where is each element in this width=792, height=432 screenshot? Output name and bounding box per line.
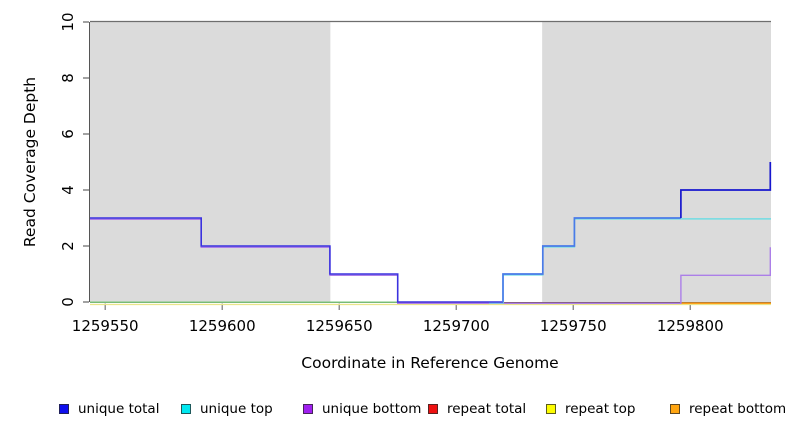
legend-swatch-icon	[181, 404, 191, 414]
legend-item-repeat-top: repeat top	[546, 400, 635, 418]
y-axis-title: Read Coverage Depth	[21, 77, 39, 247]
x-tick-label: 1259550	[72, 317, 139, 335]
unique-total-line-left	[90, 217, 503, 303]
y-tick-label: 6	[59, 129, 77, 139]
plot-area: 1259550 1259600 1259650 1259700 1259750 12598…	[59, 12, 772, 335]
x-tick-label: 1259600	[189, 317, 256, 335]
shaded-region	[90, 22, 331, 302]
x-tick-label: 1259750	[540, 317, 607, 335]
legend-label: repeat total	[447, 401, 527, 417]
x-axis-title: Coordinate in Reference Genome	[301, 354, 558, 372]
legend-label: unique top	[200, 401, 273, 417]
legend-label: unique total	[78, 401, 160, 417]
shaded-region	[542, 22, 771, 302]
y-tick-label: 0	[59, 297, 77, 307]
legend-label: repeat top	[565, 401, 636, 417]
legend-label: repeat bottom	[689, 401, 787, 417]
x-tick-label: 1259800	[657, 317, 724, 335]
legend-item-unique-total: unique total	[59, 400, 159, 418]
x-tick-label: 1259700	[423, 317, 490, 335]
legend-item-unique-bottom: unique bottom	[303, 400, 421, 418]
unique-total-line-right	[680, 162, 772, 218]
legend-label: unique bottom	[322, 401, 422, 417]
legend-item-unique-top: unique top	[181, 400, 273, 418]
x-tick-label: 1259650	[306, 317, 373, 335]
y-tick-label: 4	[59, 185, 77, 195]
legend-swatch-icon	[546, 404, 556, 414]
legend: unique total unique top unique bottom repea…	[0, 400, 792, 422]
legend-swatch-icon	[59, 404, 69, 414]
y-tick-label: 8	[59, 73, 77, 83]
legend-item-repeat-bottom: repeat bottom	[670, 400, 786, 418]
legend-swatch-icon	[428, 404, 438, 414]
y-tick-label: 2	[59, 241, 77, 251]
legend-swatch-icon	[670, 404, 680, 414]
legend-swatch-icon	[303, 404, 313, 414]
legend-item-repeat-total: repeat total	[428, 400, 526, 418]
unique-total-line-mid	[502, 217, 681, 302]
y-tick-label: 10	[59, 12, 77, 31]
